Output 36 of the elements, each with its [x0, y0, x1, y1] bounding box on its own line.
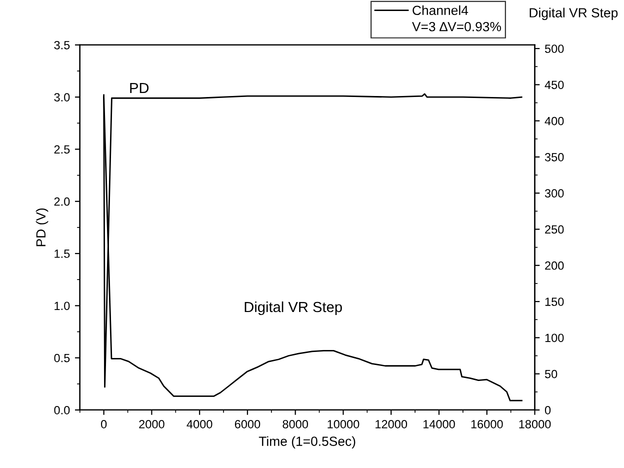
x-tick-label: 8000: [282, 420, 308, 428]
y-tick-label: 2.5: [54, 145, 70, 154]
x-tick-label: 6000: [234, 420, 260, 428]
y-tick-label: 3.5: [54, 40, 70, 50]
y2-tick-label: 100: [545, 334, 564, 342]
y2-tick-label: 150: [545, 298, 564, 306]
x-tick-label: 16000: [471, 420, 503, 428]
y2-tick-label: 350: [544, 153, 564, 162]
y2-tick-label: 0: [544, 406, 551, 414]
x-tick-label: 10000: [328, 420, 360, 428]
y-axis-title: PD (V): [36, 208, 48, 246]
annotation: PD: [130, 82, 149, 94]
y-tick-label: 1.5: [54, 250, 70, 258]
x-tick-label: 18000: [519, 420, 551, 428]
y-tick-label: 0.5: [54, 354, 70, 362]
legend-label: Channel4: [412, 5, 468, 16]
y-tick-label: 2.0: [54, 197, 70, 206]
y2-tick-label: 300: [544, 189, 564, 198]
y2-tick-label: 400: [544, 116, 564, 126]
y-tick-label: 3.0: [54, 93, 70, 102]
x-tick-label: 2000: [139, 420, 164, 428]
y2-tick-label: 200: [545, 261, 564, 270]
text: V=3 ∆V=0.93%: [412, 22, 502, 32]
x-axis-title: Time (1=0.5Sec): [258, 436, 356, 449]
x-tick-label: 0: [100, 420, 107, 428]
y-tick-label: 1.0: [54, 302, 70, 310]
y2-tick-label: 50: [544, 370, 558, 378]
x-tick-label: 4000: [186, 420, 212, 428]
y2-tick-label: 250: [545, 225, 564, 234]
y-tick-label: 0.0: [54, 406, 70, 414]
y2-tick-label: 500: [544, 44, 564, 53]
y2-tick-label: 450: [544, 80, 564, 90]
x-tick-label: 14000: [423, 420, 455, 428]
annotation: Digital VR Step: [244, 301, 342, 316]
y2-axis-title: Digital VR Step: [530, 8, 618, 20]
x-tick-label: 12000: [376, 420, 408, 428]
